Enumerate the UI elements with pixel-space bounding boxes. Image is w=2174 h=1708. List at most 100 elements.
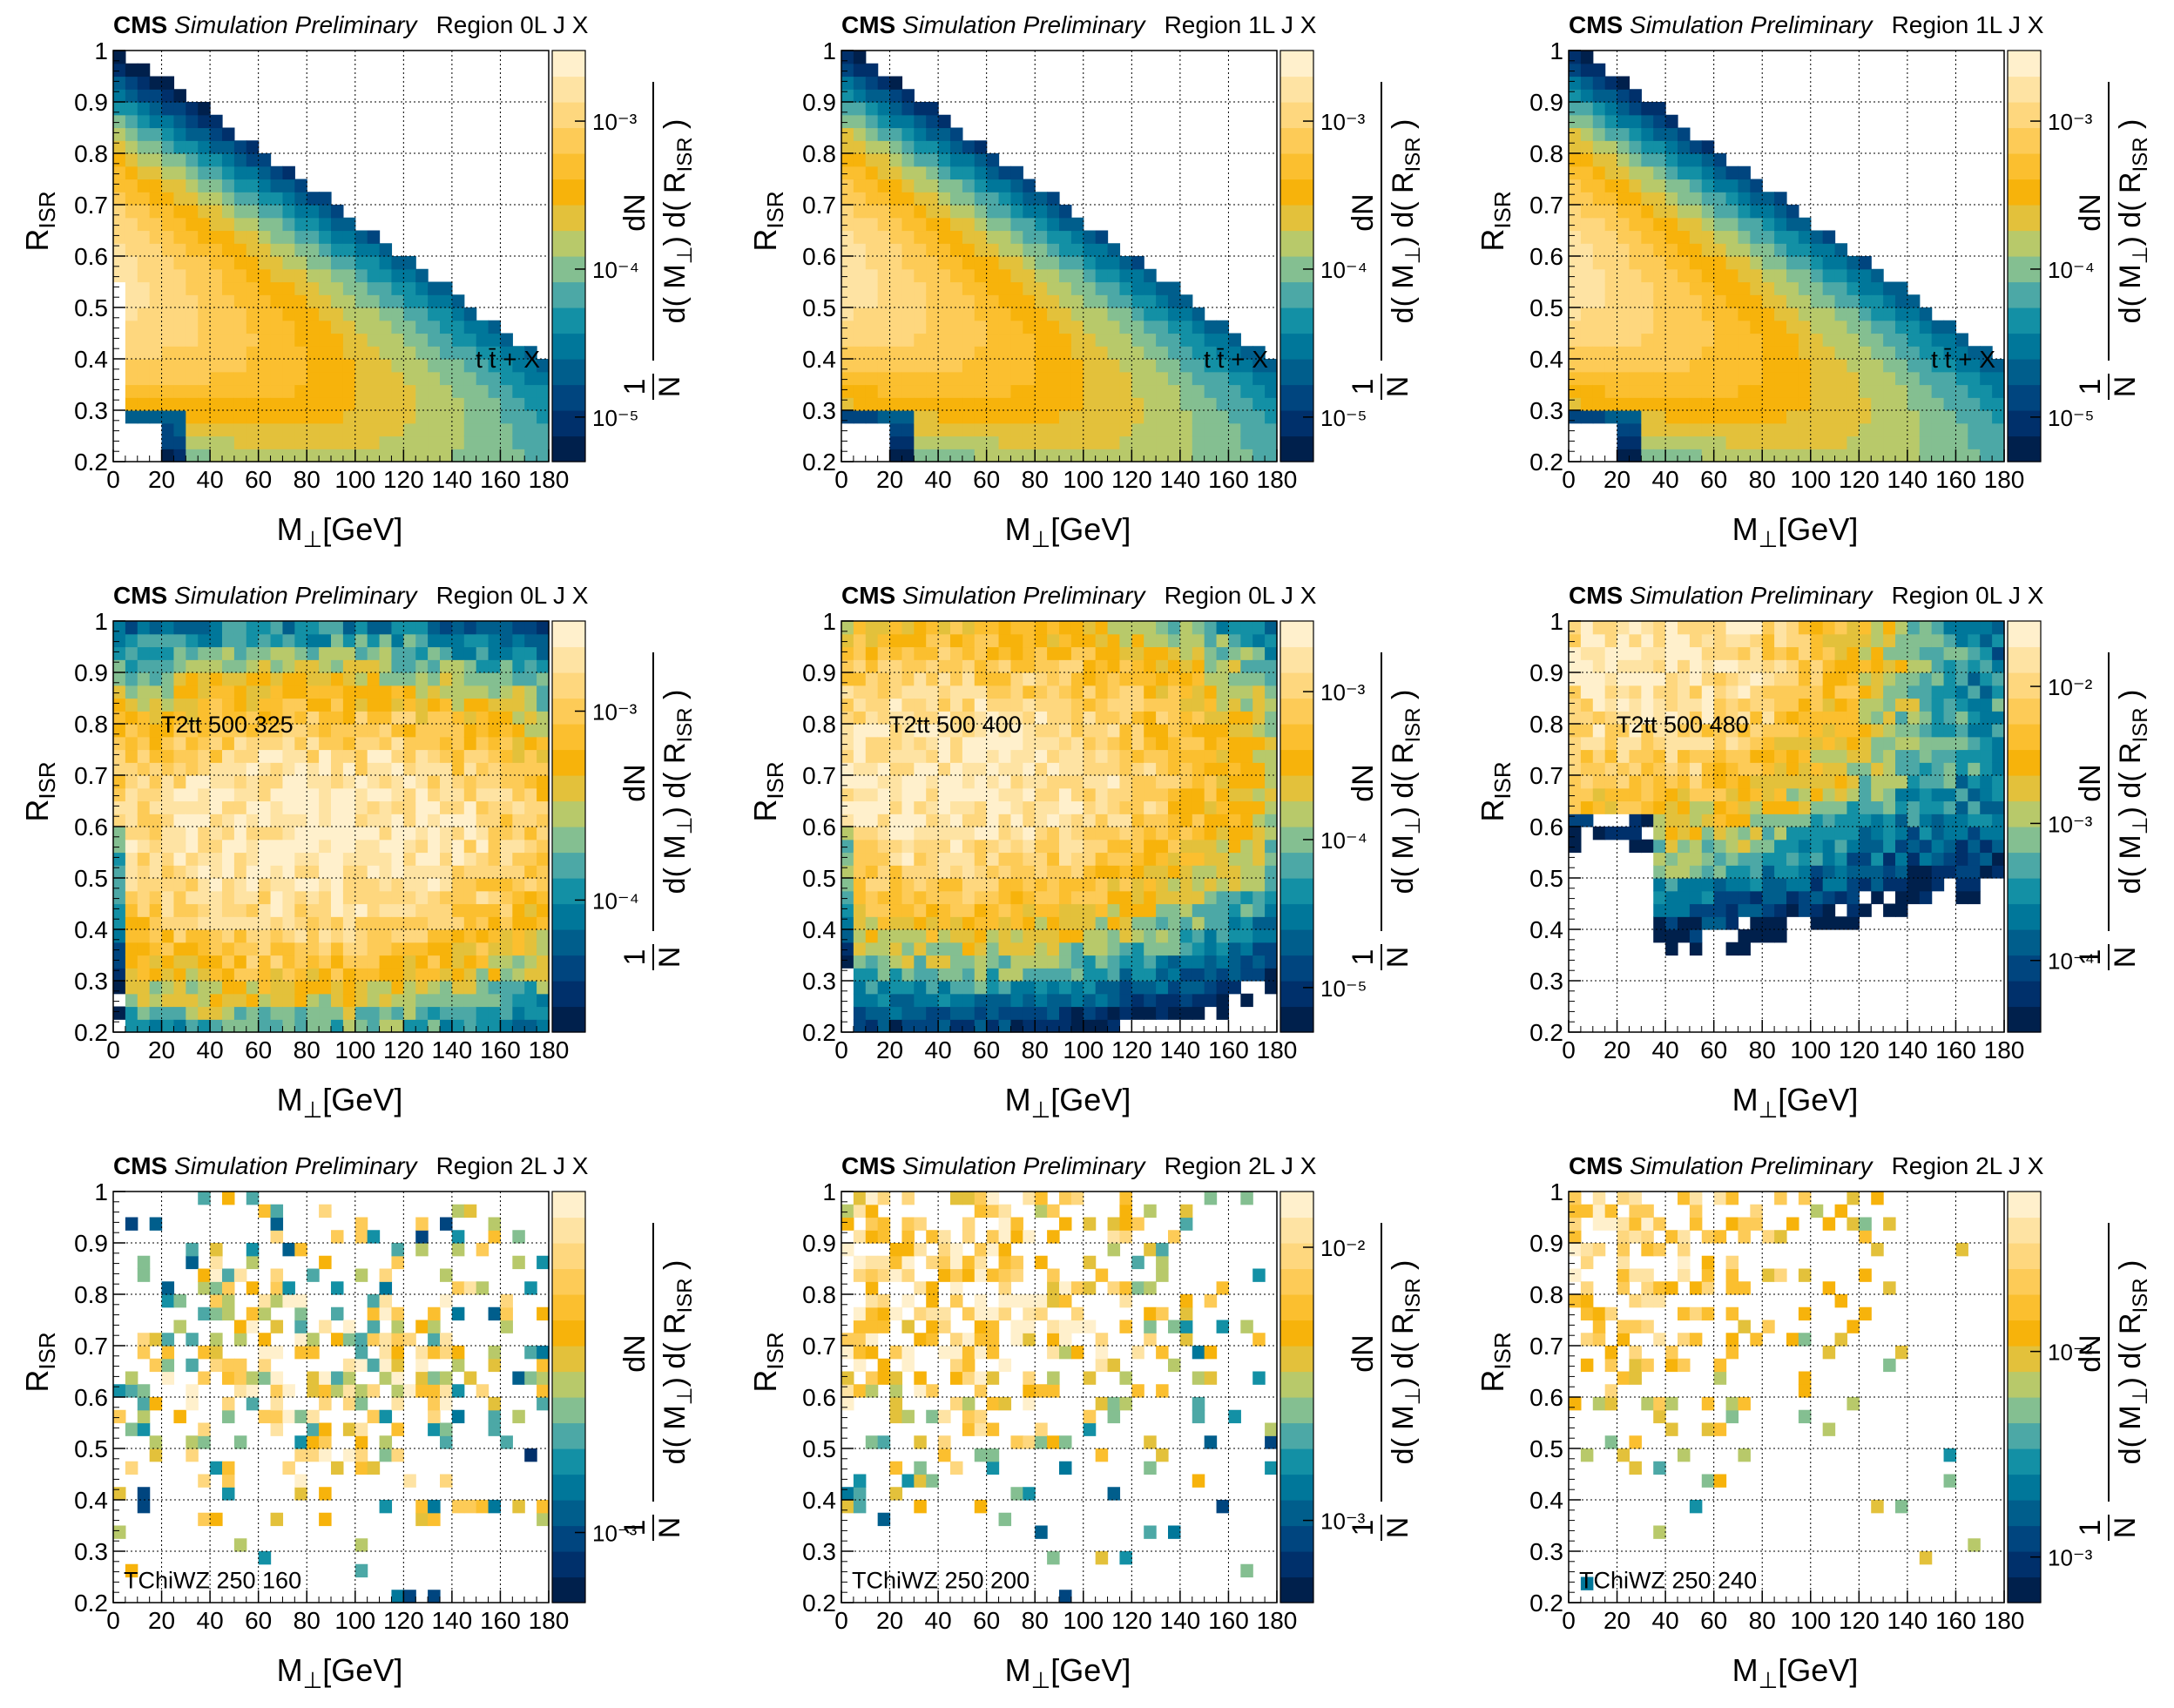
- heatmap-cell: [841, 397, 854, 411]
- z-axis-title-den2: d( M⊥) d( RISR ): [658, 690, 697, 895]
- heatmap-cell: [901, 1019, 915, 1033]
- heatmap-cell: [865, 165, 879, 180]
- heatmap-cell: [233, 153, 247, 167]
- color-bar-segment: [1280, 179, 1313, 206]
- heatmap-cell: [1144, 422, 1157, 437]
- heatmap-cell: [914, 410, 927, 424]
- heatmap-cell: [258, 827, 272, 840]
- heatmap-cell: [877, 333, 891, 347]
- heatmap-cell: [367, 307, 381, 321]
- heatmap-cell: [319, 852, 332, 866]
- heatmap-cell: [1689, 165, 1703, 180]
- heatmap-cell: [926, 646, 939, 660]
- heatmap-cell: [149, 813, 163, 827]
- heatmap-cell: [1047, 736, 1060, 751]
- heatmap-cell: [1035, 827, 1048, 840]
- heatmap-cell: [173, 672, 186, 686]
- heatmap-cell: [342, 371, 356, 386]
- heatmap-cell: [173, 256, 186, 270]
- heatmap-cell: [1992, 435, 2005, 449]
- heatmap-cell: [962, 333, 976, 347]
- heatmap-cell: [1204, 422, 1218, 437]
- heatmap-cell: [500, 762, 513, 776]
- heatmap-cell: [222, 981, 235, 995]
- heatmap-cell: [841, 384, 854, 398]
- heatmap-cell: [1919, 422, 1933, 437]
- heatmap-cell: [1144, 410, 1157, 424]
- heatmap-cell: [282, 711, 295, 725]
- heatmap-cell: [391, 890, 404, 905]
- heatmap-cell: [1762, 371, 1775, 386]
- heatmap-cell: [1252, 435, 1266, 449]
- heatmap-cell: [198, 359, 211, 373]
- heatmap-cell: [403, 621, 416, 635]
- heatmap-cell: [1228, 736, 1241, 751]
- heatmap-cell: [198, 230, 211, 244]
- heatmap-cell: [512, 711, 525, 725]
- heatmap-cell: [512, 646, 525, 660]
- heatmap-cell: [914, 787, 927, 802]
- heatmap-cell: [986, 1019, 1000, 1033]
- heatmap-cell: [1738, 435, 1751, 449]
- heatmap-cell: [1653, 243, 1666, 257]
- heatmap-cell: [1059, 968, 1072, 982]
- color-bar-segment: [552, 852, 585, 879]
- heatmap-cell: [113, 633, 126, 648]
- heatmap-cell: [125, 127, 138, 141]
- heatmap-cell: [307, 320, 320, 334]
- heatmap-cell: [1083, 371, 1097, 386]
- heatmap-cell: [938, 724, 951, 738]
- heatmap-cell: [1713, 346, 1727, 360]
- heatmap-cell: [270, 397, 284, 411]
- color-bar-segment: [1280, 230, 1313, 257]
- heatmap-cell: [974, 217, 988, 232]
- heatmap-cell: [500, 333, 513, 347]
- heatmap-cell: [319, 839, 332, 854]
- heatmap-cell: [1144, 333, 1157, 347]
- heatmap-cell: [938, 981, 951, 995]
- heatmap-cell: [354, 410, 368, 424]
- heatmap-cell: [186, 698, 199, 712]
- heatmap-cell: [1641, 179, 1654, 192]
- heatmap-cell: [1580, 371, 1594, 386]
- heatmap-cell: [877, 903, 891, 917]
- heatmap-cell: [500, 346, 513, 360]
- heatmap-cell: [1931, 422, 1945, 437]
- heatmap-cell: [1240, 865, 1253, 879]
- heatmap-cell: [986, 852, 1000, 866]
- heatmap-cell: [914, 127, 927, 141]
- heatmap-cell: [282, 929, 295, 943]
- heatmap-cell: [926, 685, 939, 699]
- heatmap-cell: [1641, 102, 1654, 116]
- heatmap-cell: [1083, 397, 1097, 411]
- heatmap-cell: [853, 698, 867, 712]
- heatmap-cell: [137, 179, 151, 192]
- heatmap-cell: [1168, 1006, 1181, 1020]
- color-bar-segment: [552, 153, 585, 180]
- heatmap-cell: [307, 435, 320, 449]
- heatmap-cell: [367, 659, 381, 673]
- sample-label: t t̄ + X: [476, 346, 540, 373]
- heatmap-cell: [440, 449, 453, 462]
- heatmap-cell: [1689, 397, 1703, 411]
- heatmap-cell: [512, 827, 525, 840]
- heatmap-cell: [270, 955, 284, 969]
- heatmap-cell: [451, 724, 465, 738]
- heatmap-cell: [186, 102, 199, 116]
- heatmap-cell: [1228, 410, 1241, 424]
- heatmap-cell: [222, 333, 235, 347]
- heatmap-cell: [1059, 333, 1072, 347]
- heatmap-cell: [403, 397, 416, 411]
- heatmap-cell: [998, 230, 1012, 244]
- heatmap-cell: [1701, 333, 1715, 347]
- heatmap-cell: [342, 384, 356, 398]
- heatmap-cell: [1192, 724, 1205, 738]
- heatmap-cell: [367, 762, 381, 776]
- heatmap-cell: [282, 422, 295, 437]
- heatmap-cell: [342, 685, 356, 699]
- heatmap-cell: [1738, 359, 1751, 373]
- heatmap-cell: [440, 916, 453, 930]
- heatmap-cell: [137, 813, 151, 827]
- heatmap-cell: [841, 800, 854, 814]
